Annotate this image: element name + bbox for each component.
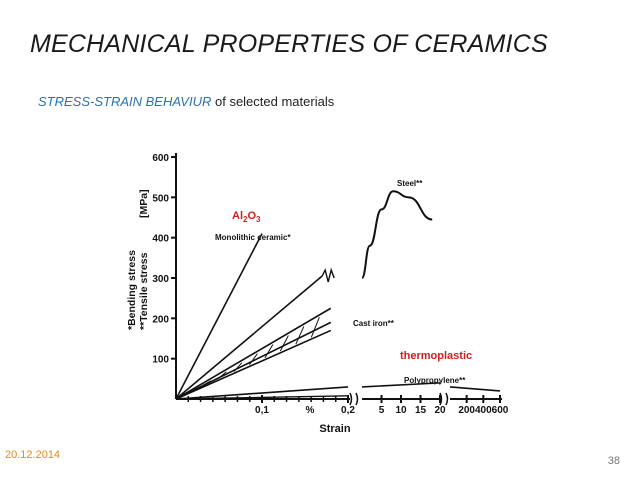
chart-curves — [175, 190, 501, 400]
curve-cast-iron-lower — [175, 321, 332, 400]
curve-steel — [361, 190, 433, 279]
y-tick-label: 500 — [152, 193, 169, 204]
curve-cast-iron-upper — [175, 307, 332, 400]
y-tick-label: 300 — [152, 274, 169, 285]
axis-break — [439, 392, 449, 406]
x-axis-label: Strain — [319, 423, 350, 435]
y-tick-label: 400 — [152, 234, 169, 245]
annotation-al2o3: Al2O3 — [232, 210, 261, 224]
subtitle-accent: STRESS-STRAIN BEHAVIUR — [38, 94, 212, 109]
x-unit-label: % — [306, 405, 315, 416]
curve-polypropylene-lower — [175, 395, 349, 400]
cast-iron-hatch — [264, 344, 274, 359]
y-tick-label: 200 — [152, 314, 169, 325]
curve-steel-elastic — [175, 275, 323, 400]
series-label-steel: Steel** — [397, 179, 423, 188]
x-tick-label: 600 — [492, 405, 509, 416]
y-axis-label-unit: [MPa] — [138, 189, 150, 218]
cast-iron-hatch — [202, 380, 212, 386]
y-tick-label: 100 — [152, 355, 169, 366]
series-label-cast-iron: Cast iron** — [353, 319, 395, 328]
series-label-polypropylene: Polypropylene** — [404, 376, 466, 385]
curve-polypropylene-initial — [175, 386, 349, 400]
x-tick-label: 200 — [458, 405, 475, 416]
curve-cast-iron — [175, 329, 332, 400]
curve-monolithic-ceramic — [175, 233, 263, 400]
slide-subtitle: STRESS-STRAIN BEHAVIUR of selected mater… — [38, 94, 334, 109]
y-tick-label: 600 — [152, 153, 169, 164]
y-axis-label-bending: *Bending stress — [126, 250, 138, 330]
page-number: 38 — [607, 455, 620, 467]
chart-labels: *Bending stress **Tensile stress [MPa] Stra… — [126, 179, 472, 435]
x-tick-label: 15 — [415, 405, 427, 416]
x-tick-label: 400 — [475, 405, 492, 416]
cast-iron-hatch — [310, 317, 320, 338]
x-tick-label: 10 — [395, 405, 407, 416]
axis-break — [349, 392, 359, 406]
curve-polypropylene — [361, 382, 441, 388]
cast-iron-hatch — [233, 362, 243, 372]
steel-break-mark — [321, 267, 335, 283]
curve-polypropylene-end — [449, 386, 501, 392]
x-tick-label: 0,2 — [341, 405, 355, 416]
x-tick-label: 5 — [379, 405, 385, 416]
cast-iron-hatch — [295, 326, 305, 345]
annotation-thermoplastic: thermoplastic — [400, 350, 472, 362]
cast-iron-hatch — [248, 353, 258, 366]
x-tick-label: 20 — [434, 405, 446, 416]
cast-iron-hatch — [218, 371, 227, 379]
series-label-monolithic-ceramic: Monolithic ceramic* — [215, 233, 291, 242]
subtitle-rest: of selected materials — [211, 94, 335, 109]
cast-iron-hatch — [279, 335, 289, 352]
slide-date: 20.12.2014 — [5, 449, 61, 461]
slide-title: MECHANICAL PROPERTIES OF CERAMICS — [30, 30, 548, 58]
x-tick-label: 0,1 — [255, 405, 269, 416]
y-axis-label-tensile: **Tensile stress — [138, 252, 150, 330]
